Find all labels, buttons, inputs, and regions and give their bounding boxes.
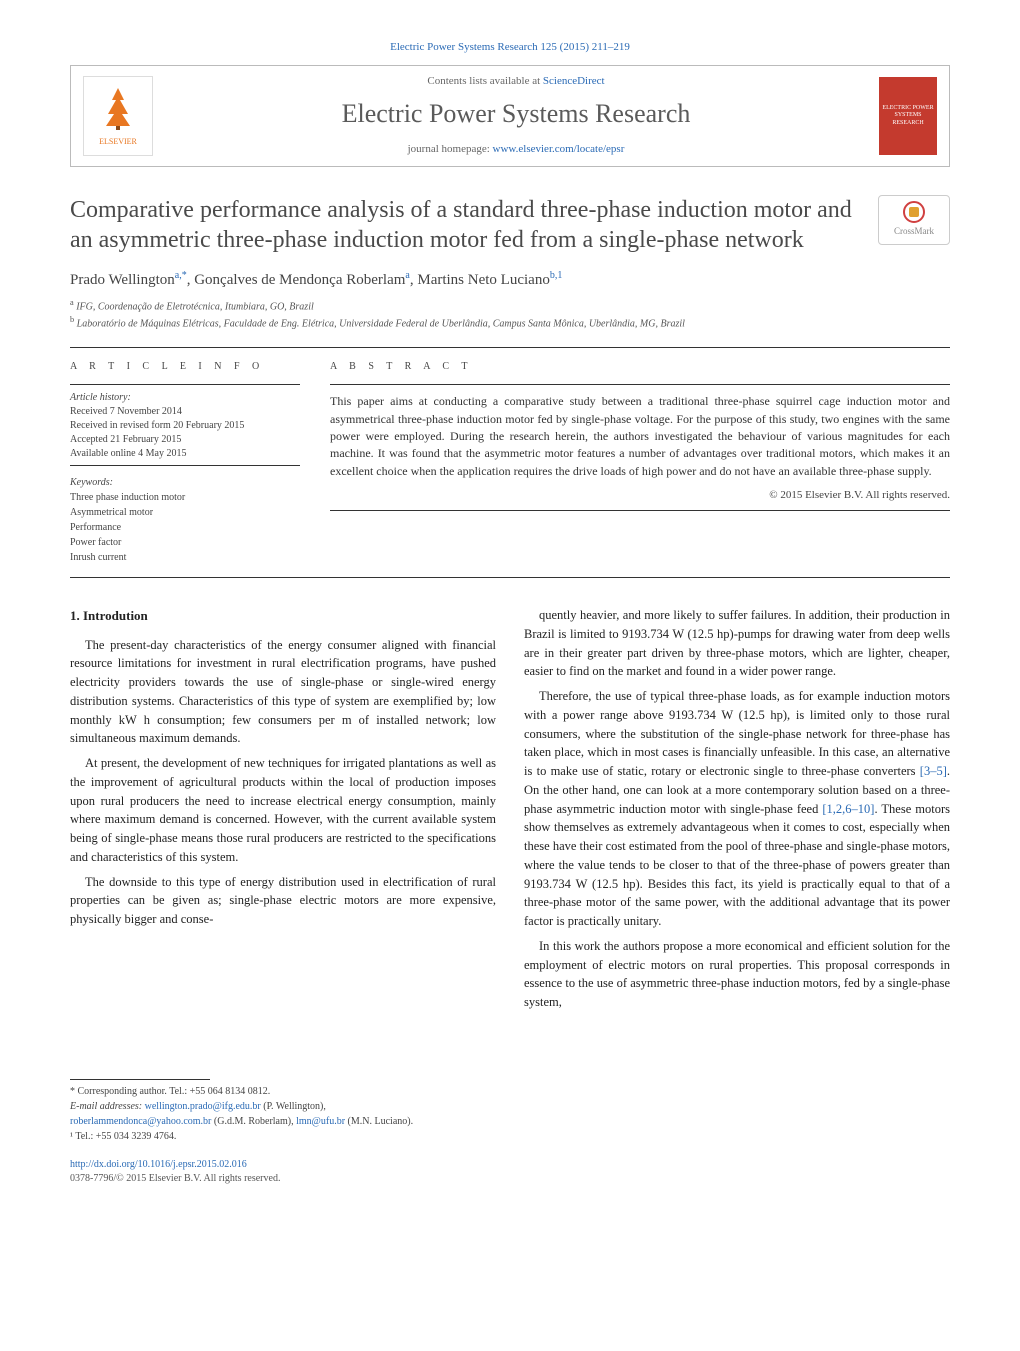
history-item: Received 7 November 2014 <box>70 405 300 419</box>
body-paragraph: The present-day characteristics of the e… <box>70 636 496 749</box>
history-item: Received in revised form 20 February 201… <box>70 419 300 433</box>
abstract-label: A B S T R A C T <box>330 360 950 374</box>
doi-link[interactable]: http://dx.doi.org/10.1016/j.epsr.2015.02… <box>70 1159 247 1170</box>
citation-link[interactable]: [3–5] <box>920 764 947 778</box>
journal-homepage-line: journal homepage: www.elsevier.com/locat… <box>165 142 867 157</box>
article-body: 1. Introdution The present-day character… <box>70 606 950 1144</box>
journal-cover-thumbnail: ELECTRIC POWER SYSTEMS RESEARCH <box>879 77 937 155</box>
body-paragraph: In this work the authors propose a more … <box>524 937 950 1012</box>
crossmark-badge[interactable]: CrossMark <box>878 195 950 245</box>
journal-homepage-link[interactable]: www.elsevier.com/locate/epsr <box>493 143 625 155</box>
sciencedirect-link[interactable]: ScienceDirect <box>543 75 605 87</box>
article-info-column: A R T I C L E I N F O Article history: R… <box>70 360 300 565</box>
author-email-link[interactable]: lmn@ufu.br <box>296 1116 345 1127</box>
keyword: Three phase induction motor <box>70 490 300 505</box>
email-line: E-mail addresses: wellington.prado@ifg.e… <box>70 1099 496 1114</box>
contents-available-line: Contents lists available at ScienceDirec… <box>165 74 867 89</box>
abstract-text: This paper aims at conducting a comparat… <box>330 393 950 480</box>
history-item: Accepted 21 February 2015 <box>70 433 300 447</box>
author-email-link[interactable]: roberlammendonca@yahoo.com.br <box>70 1116 211 1127</box>
divider <box>70 347 950 348</box>
article-title: Comparative performance analysis of a st… <box>70 195 864 255</box>
citation-link[interactable]: [1,2,6–10] <box>822 802 874 816</box>
article-info-label: A R T I C L E I N F O <box>70 360 300 374</box>
affiliations: a IFG, Coordenação de Eletrotécnica, Itu… <box>70 297 950 332</box>
body-paragraph: Therefore, the use of typical three-phas… <box>524 687 950 931</box>
journal-name: Electric Power Systems Research <box>165 96 867 132</box>
journal-header: ELSEVIER Contents lists available at Sci… <box>70 65 950 166</box>
keyword: Asymmetrical motor <box>70 505 300 520</box>
divider <box>70 577 950 578</box>
corresponding-author-note: * Corresponding author. Tel.: +55 064 81… <box>70 1084 496 1099</box>
section-heading: 1. Introdution <box>70 606 496 626</box>
footnotes: * Corresponding author. Tel.: +55 064 81… <box>70 1079 496 1144</box>
body-paragraph: quently heavier, and more likely to suff… <box>524 606 950 681</box>
doi-block: http://dx.doi.org/10.1016/j.epsr.2015.02… <box>70 1158 950 1186</box>
keyword: Performance <box>70 520 300 535</box>
email-line: roberlammendonca@yahoo.com.br (G.d.M. Ro… <box>70 1114 496 1129</box>
tel-note: ¹ Tel.: +55 034 3239 4764. <box>70 1129 496 1144</box>
body-paragraph: At present, the development of new techn… <box>70 754 496 867</box>
top-citation: Electric Power Systems Research 125 (201… <box>70 40 950 55</box>
history-label: Article history: <box>70 391 300 405</box>
elsevier-logo: ELSEVIER <box>83 76 153 156</box>
issn-copyright: 0378-7796/© 2015 Elsevier B.V. All right… <box>70 1173 280 1184</box>
abstract-column: A B S T R A C T This paper aims at condu… <box>330 360 950 565</box>
elsevier-label: ELSEVIER <box>99 136 137 147</box>
abstract-copyright: © 2015 Elsevier B.V. All rights reserved… <box>330 488 950 503</box>
keyword: Inrush current <box>70 550 300 565</box>
citation-journal-link[interactable]: Electric Power Systems Research 125 (201… <box>390 41 630 53</box>
crossmark-icon <box>903 201 925 223</box>
elsevier-tree-icon <box>98 84 138 136</box>
author-email-link[interactable]: wellington.prado@ifg.edu.br <box>145 1101 261 1112</box>
keywords-label: Keywords: <box>70 476 300 490</box>
history-item: Available online 4 May 2015 <box>70 447 300 461</box>
keyword: Power factor <box>70 535 300 550</box>
body-paragraph: The downside to this type of energy dist… <box>70 873 496 929</box>
author-list: Prado Wellingtona,*, Gonçalves de Mendon… <box>70 269 950 291</box>
